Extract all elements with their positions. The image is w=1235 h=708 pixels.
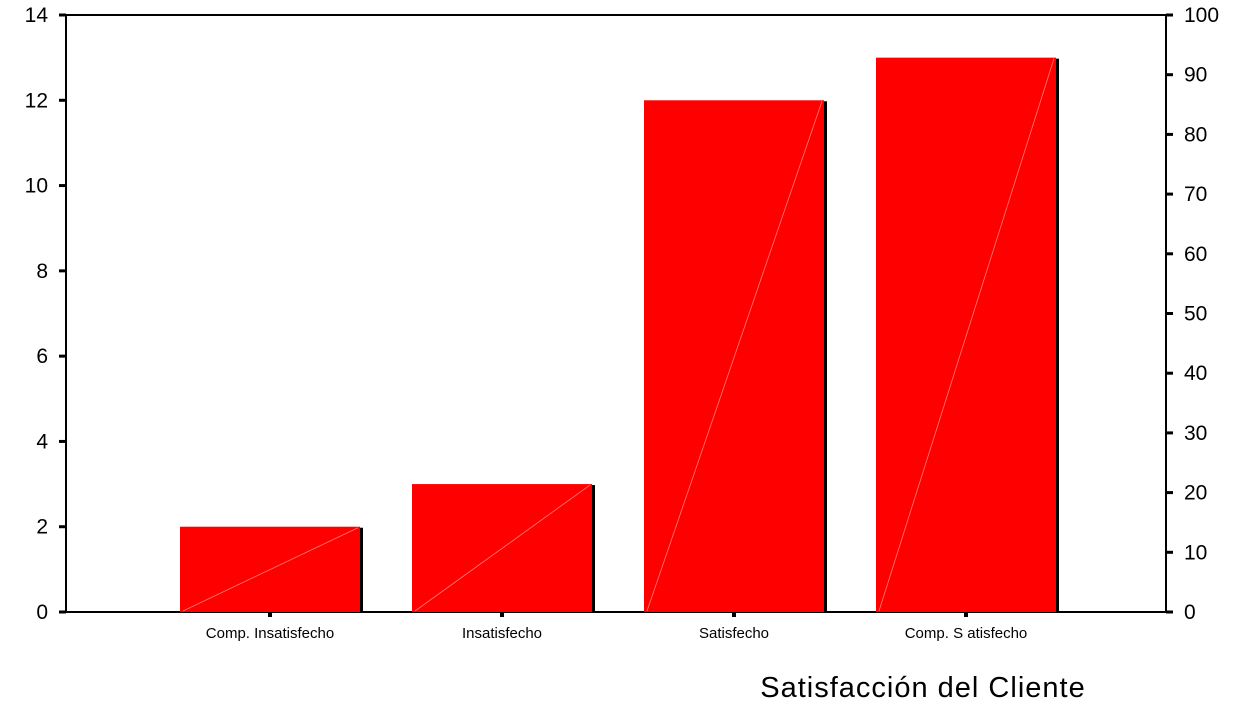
right-tick-label: 90 — [1184, 64, 1207, 87]
left-tick-label: 2 — [36, 516, 48, 539]
right-tick-label: 70 — [1184, 183, 1207, 206]
right-axis-ticks: 0 10 20 30 40 50 60 70 80 90 100 — [1166, 4, 1219, 624]
right-tick-label: 0 — [1184, 601, 1196, 624]
bar-diagonal — [878, 58, 1055, 612]
category-label: Satisfecho — [699, 625, 769, 642]
right-tick-label: 60 — [1184, 243, 1207, 266]
left-tick-label: 6 — [36, 345, 48, 368]
left-axis-ticks: 0 2 4 6 8 10 12 14 — [25, 4, 66, 624]
category-label: Comp. Insatisfecho — [206, 625, 334, 642]
right-tick-label: 20 — [1184, 482, 1207, 505]
category-labels: Comp. Insatisfecho Insatisfecho Satisfecho… — [206, 612, 1027, 642]
left-tick-label: 8 — [36, 260, 48, 283]
bar — [876, 57, 1056, 612]
bar-diagonal — [646, 101, 823, 612]
left-tick-label: 12 — [25, 89, 48, 112]
left-tick-label: 0 — [36, 601, 48, 624]
bar-diagonal — [182, 527, 359, 612]
bars — [180, 57, 1059, 613]
x-axis-title: Satisfacción del Cliente — [760, 672, 1085, 704]
left-tick-label: 10 — [25, 175, 48, 198]
right-tick-label: 50 — [1184, 303, 1207, 326]
left-tick-label: 14 — [25, 4, 49, 27]
right-tick-label: 10 — [1184, 541, 1207, 564]
right-tick-label: 80 — [1184, 123, 1207, 146]
bar-diagonal — [414, 484, 591, 612]
right-tick-label: 40 — [1184, 362, 1207, 385]
category-label: Comp. S atisfecho — [905, 625, 1028, 642]
left-tick-label: 4 — [36, 430, 48, 453]
right-tick-label: 100 — [1184, 4, 1219, 27]
bar — [644, 100, 824, 613]
category-label: Insatisfecho — [462, 625, 542, 642]
right-tick-label: 30 — [1184, 422, 1207, 445]
